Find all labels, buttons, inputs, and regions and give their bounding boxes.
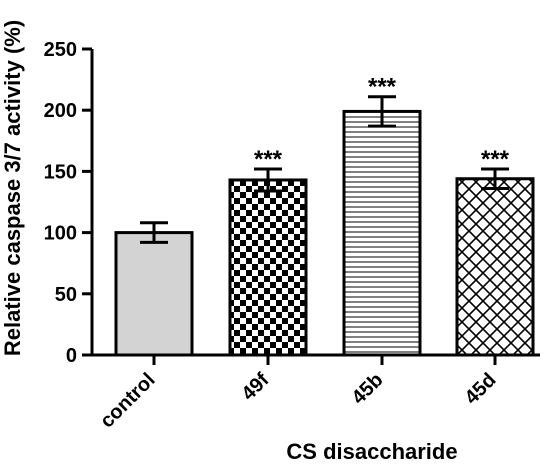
x-tick-label-45d: 45d	[461, 369, 501, 409]
x-axis-title: CS disaccharide	[286, 439, 457, 464]
y-tick-label: 0	[66, 345, 77, 367]
y-tick-label: 200	[44, 100, 77, 122]
bar-control	[114, 231, 194, 357]
significance-label-45d: ***	[481, 146, 510, 173]
y-tick-label: 150	[44, 161, 77, 183]
y-tick-label: 250	[44, 39, 77, 61]
y-tick-label: 100	[44, 223, 77, 245]
y-tick-label: 50	[55, 284, 77, 306]
plot-area: 0 50 100 150 200 250 control *** 49f *** 45b *** 45d	[44, 39, 540, 432]
x-tick-label-control: control	[96, 369, 159, 432]
significance-label-49f: ***	[254, 146, 283, 173]
y-axis-title: Relative caspase 3/7 activity (%)	[0, 20, 25, 356]
bar-49f	[228, 178, 308, 357]
x-tick-label-45b: 45b	[348, 369, 388, 409]
bar-45b	[342, 109, 422, 357]
significance-label-45b: ***	[368, 74, 397, 101]
bar-45d	[455, 177, 535, 357]
x-tick-label-49f: 49f	[238, 369, 274, 405]
